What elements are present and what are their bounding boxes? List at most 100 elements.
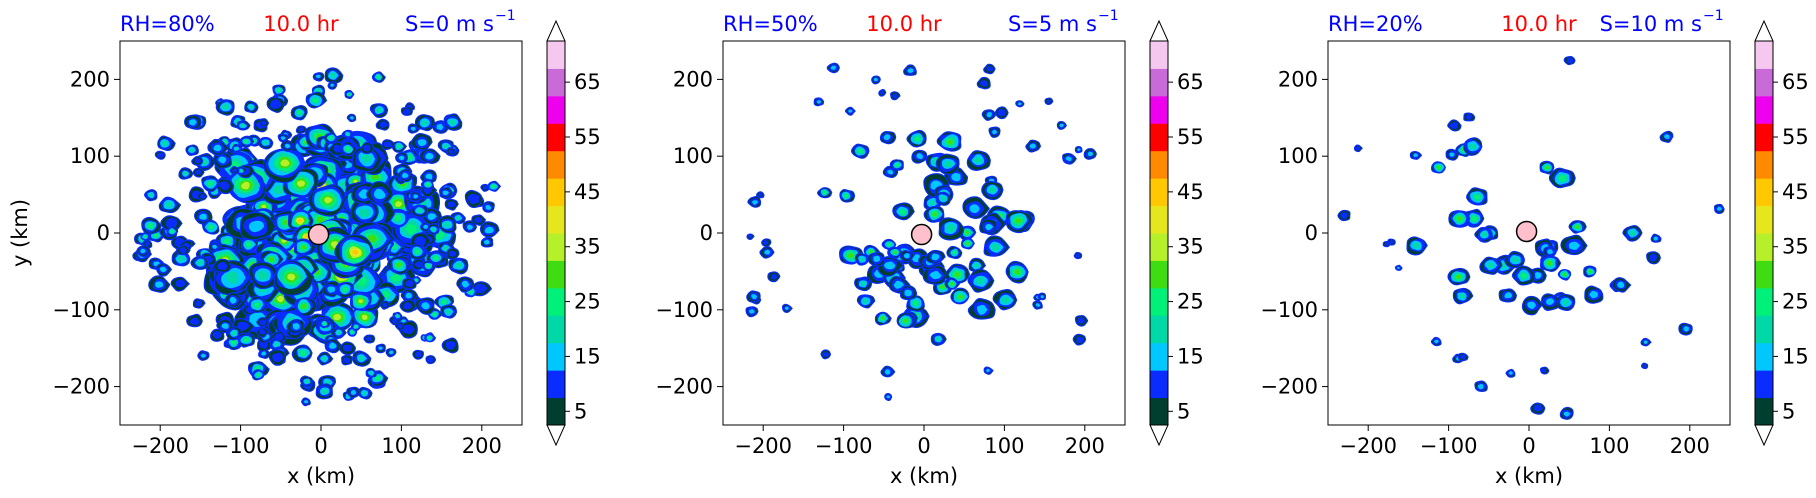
panel-c-colorbar-segment [1755,233,1773,261]
panel-a-colorbar-tick-label: 65 [574,70,601,94]
panel-b-reflectivity-cell-109 [839,189,856,203]
panel-a-reflectivity-cell-600 [421,260,435,272]
panel-a-reflectivity-cell-540 [462,220,478,233]
panel-a-reflectivity-cell-590 [280,139,294,152]
panel-a-reflectivity-cell-465 [324,338,343,354]
panel-b-reflectivity-cell-55 [854,276,873,292]
panel-a-reflectivity-cell-598 [392,311,403,320]
panel-a-reflectivity-cell-541 [427,222,440,236]
panel-c-reflectivity-cell-25 [1448,210,1471,228]
panel-a-reflectivity-cell-576 [324,132,339,145]
panel-a-reflectivity-cell-449 [375,343,386,354]
panel-a-reflectivity-cell-456 [395,151,409,164]
panel-a-reflectivity-cell-279 [322,280,341,298]
panel-c-reflectivity-cell-11 [1394,264,1403,271]
panel-a-reflectivity-cell-308 [226,168,267,204]
panel-b-reflectivity-cell-59 [892,202,915,221]
panel-a-reflectivity-cell-318 [293,238,317,256]
panel-b-reflectivity-cell-38 [1072,333,1087,346]
panel-a-title-shear-exponent: −1 [495,8,516,24]
panel-a-reflectivity-cell-575 [166,226,179,237]
panel-b-reflectivity-cell-62 [930,332,947,346]
panel-c-colorbar-segment [1755,95,1773,124]
panel-a-reflectivity-cell-267 [387,255,411,275]
panel-c-title-shear: S=10 m s [1600,12,1702,36]
panel-a-reflectivity-cell-574 [410,132,433,151]
panel-a-reflectivity-cell-611 [201,219,220,235]
panel-a-ytick-label: −100 [52,298,110,322]
panel-b-reflectivity-cell-18 [983,235,1010,257]
panel-c-reflectivity-cell-38 [1622,225,1643,242]
panel-c-ytick-label: 200 [1278,67,1318,91]
panel-b-colorbar-segment [1150,205,1168,234]
panel-b-reflectivity-cell-63 [890,91,901,101]
panel-a-reflectivity-cell-317 [334,233,375,267]
panel-a-reflectivity-cell-588 [224,292,243,308]
panel-a-reflectivity-cell-290 [350,198,379,225]
panel-a-reflectivity-cell-617 [229,166,240,175]
panel-a-colorbar-segment [547,287,565,316]
panel-c-reflectivity-cell-39 [1463,112,1476,122]
panel-a-reflectivity-cell-604 [409,243,428,261]
panel-a-colorbar-tick-label: 35 [574,235,601,259]
panel-c-reflectivity-cell-52 [1474,226,1493,243]
panel-a-reflectivity-cell-457 [426,250,447,266]
panel-c-colorbar-segment [1755,123,1773,152]
panel-b-reflectivity-cell-98 [938,217,965,241]
panel-c-colorbar-tick-label: 5 [1782,399,1795,423]
panel-c-reflectivity-cell-2 [1353,144,1363,153]
panel-c-colorbar-segment [1755,205,1773,234]
panel-c-reflectivity-cell-26 [1713,203,1725,215]
panel-b-reflectivity-cell-90 [981,109,997,121]
panel-a-reflectivity-cell-525 [197,350,210,361]
panel-a-reflectivity-cell-451 [192,298,206,309]
panel-c-colorbar-segment [1755,342,1773,371]
panel-c-reflectivity-cell-48 [1498,288,1518,303]
panel-a-colorbar-tick-label: 55 [574,125,601,149]
panel-b-title-time: 10.0 hr [866,12,942,36]
panel-a-colorbar-segment [547,95,565,124]
panel-a-colorbar-tick-label: 5 [574,399,587,423]
panel-b-reflectivity-cell-4 [756,191,765,199]
panel-b-xtick-label: 0 [917,434,930,458]
panel-b: −200 −100 0 100 200 −200 −100 0 100 200 x (km) RH=5… [655,8,1203,488]
panel-b-colorbar-extend-bottom [1149,424,1169,447]
panel-a-reflectivity-cell-466 [350,322,362,332]
panel-c-reflectivity-cell-23 [1382,240,1391,248]
panel-c-reflectivity-cell-50 [1539,160,1555,175]
panel-a-reflectivity-cell-609 [207,138,230,156]
panel-a-reflectivity-cell-303 [248,261,279,290]
panel-c-reflectivity-cell-49 [1504,250,1526,269]
panel-c-colorbar-tick-label: 35 [1782,235,1809,259]
panel-a-title-shear: S=0 m s [405,12,494,36]
panel-c-colorbar-segment [1755,178,1773,207]
panel-a-reflectivity-cell-463 [144,189,158,202]
panel-a-reflectivity-cell-608 [239,135,255,148]
panel-a-reflectivity-cell-607 [268,349,287,366]
panel-a-colorbar-segment [547,68,565,97]
panel-c-colorbar-tick-label: 45 [1782,180,1809,204]
panel-a-colorbar-segment [547,123,565,152]
panel-c-reflectivity-cell-47 [1479,256,1503,275]
panel-c-reflectivity-cell-8 [1539,366,1550,375]
panel-b-colorbar-segment [1150,342,1168,371]
panel-a-reflectivity-cell-543 [400,106,413,116]
panel-b-ytick-label: 0 [700,221,713,245]
panel-c-reflectivity-cell-58 [1646,251,1661,265]
panel-a-reflectivity-cell-488 [178,167,194,180]
panel-b-xtick-label: 100 [984,434,1024,458]
panel-b-colorbar-segment [1150,123,1168,152]
panel-b-reflectivity-cell-1 [966,150,991,171]
panel-a-reflectivity-cell-509 [141,216,162,235]
panel-c-ytick-label: 0 [1305,221,1318,245]
panel-a-reflectivity-cell-549 [212,258,232,273]
panel-a-reflectivity-cell-569 [400,288,419,304]
panel-a-title-time: 10.0 hr [263,12,339,36]
panel-a-reflectivity-cell-455 [324,67,344,84]
panel-a-colorbar-segment [547,178,565,207]
panel-a-colorbar-segment [547,397,565,426]
panel-b-reflectivity-cell-86 [1037,292,1047,301]
panel-a-reflectivity-cell-624 [136,245,151,258]
panel-a-ytick-label: −200 [52,375,110,399]
panel-b-reflectivity-cell-106 [979,218,998,235]
